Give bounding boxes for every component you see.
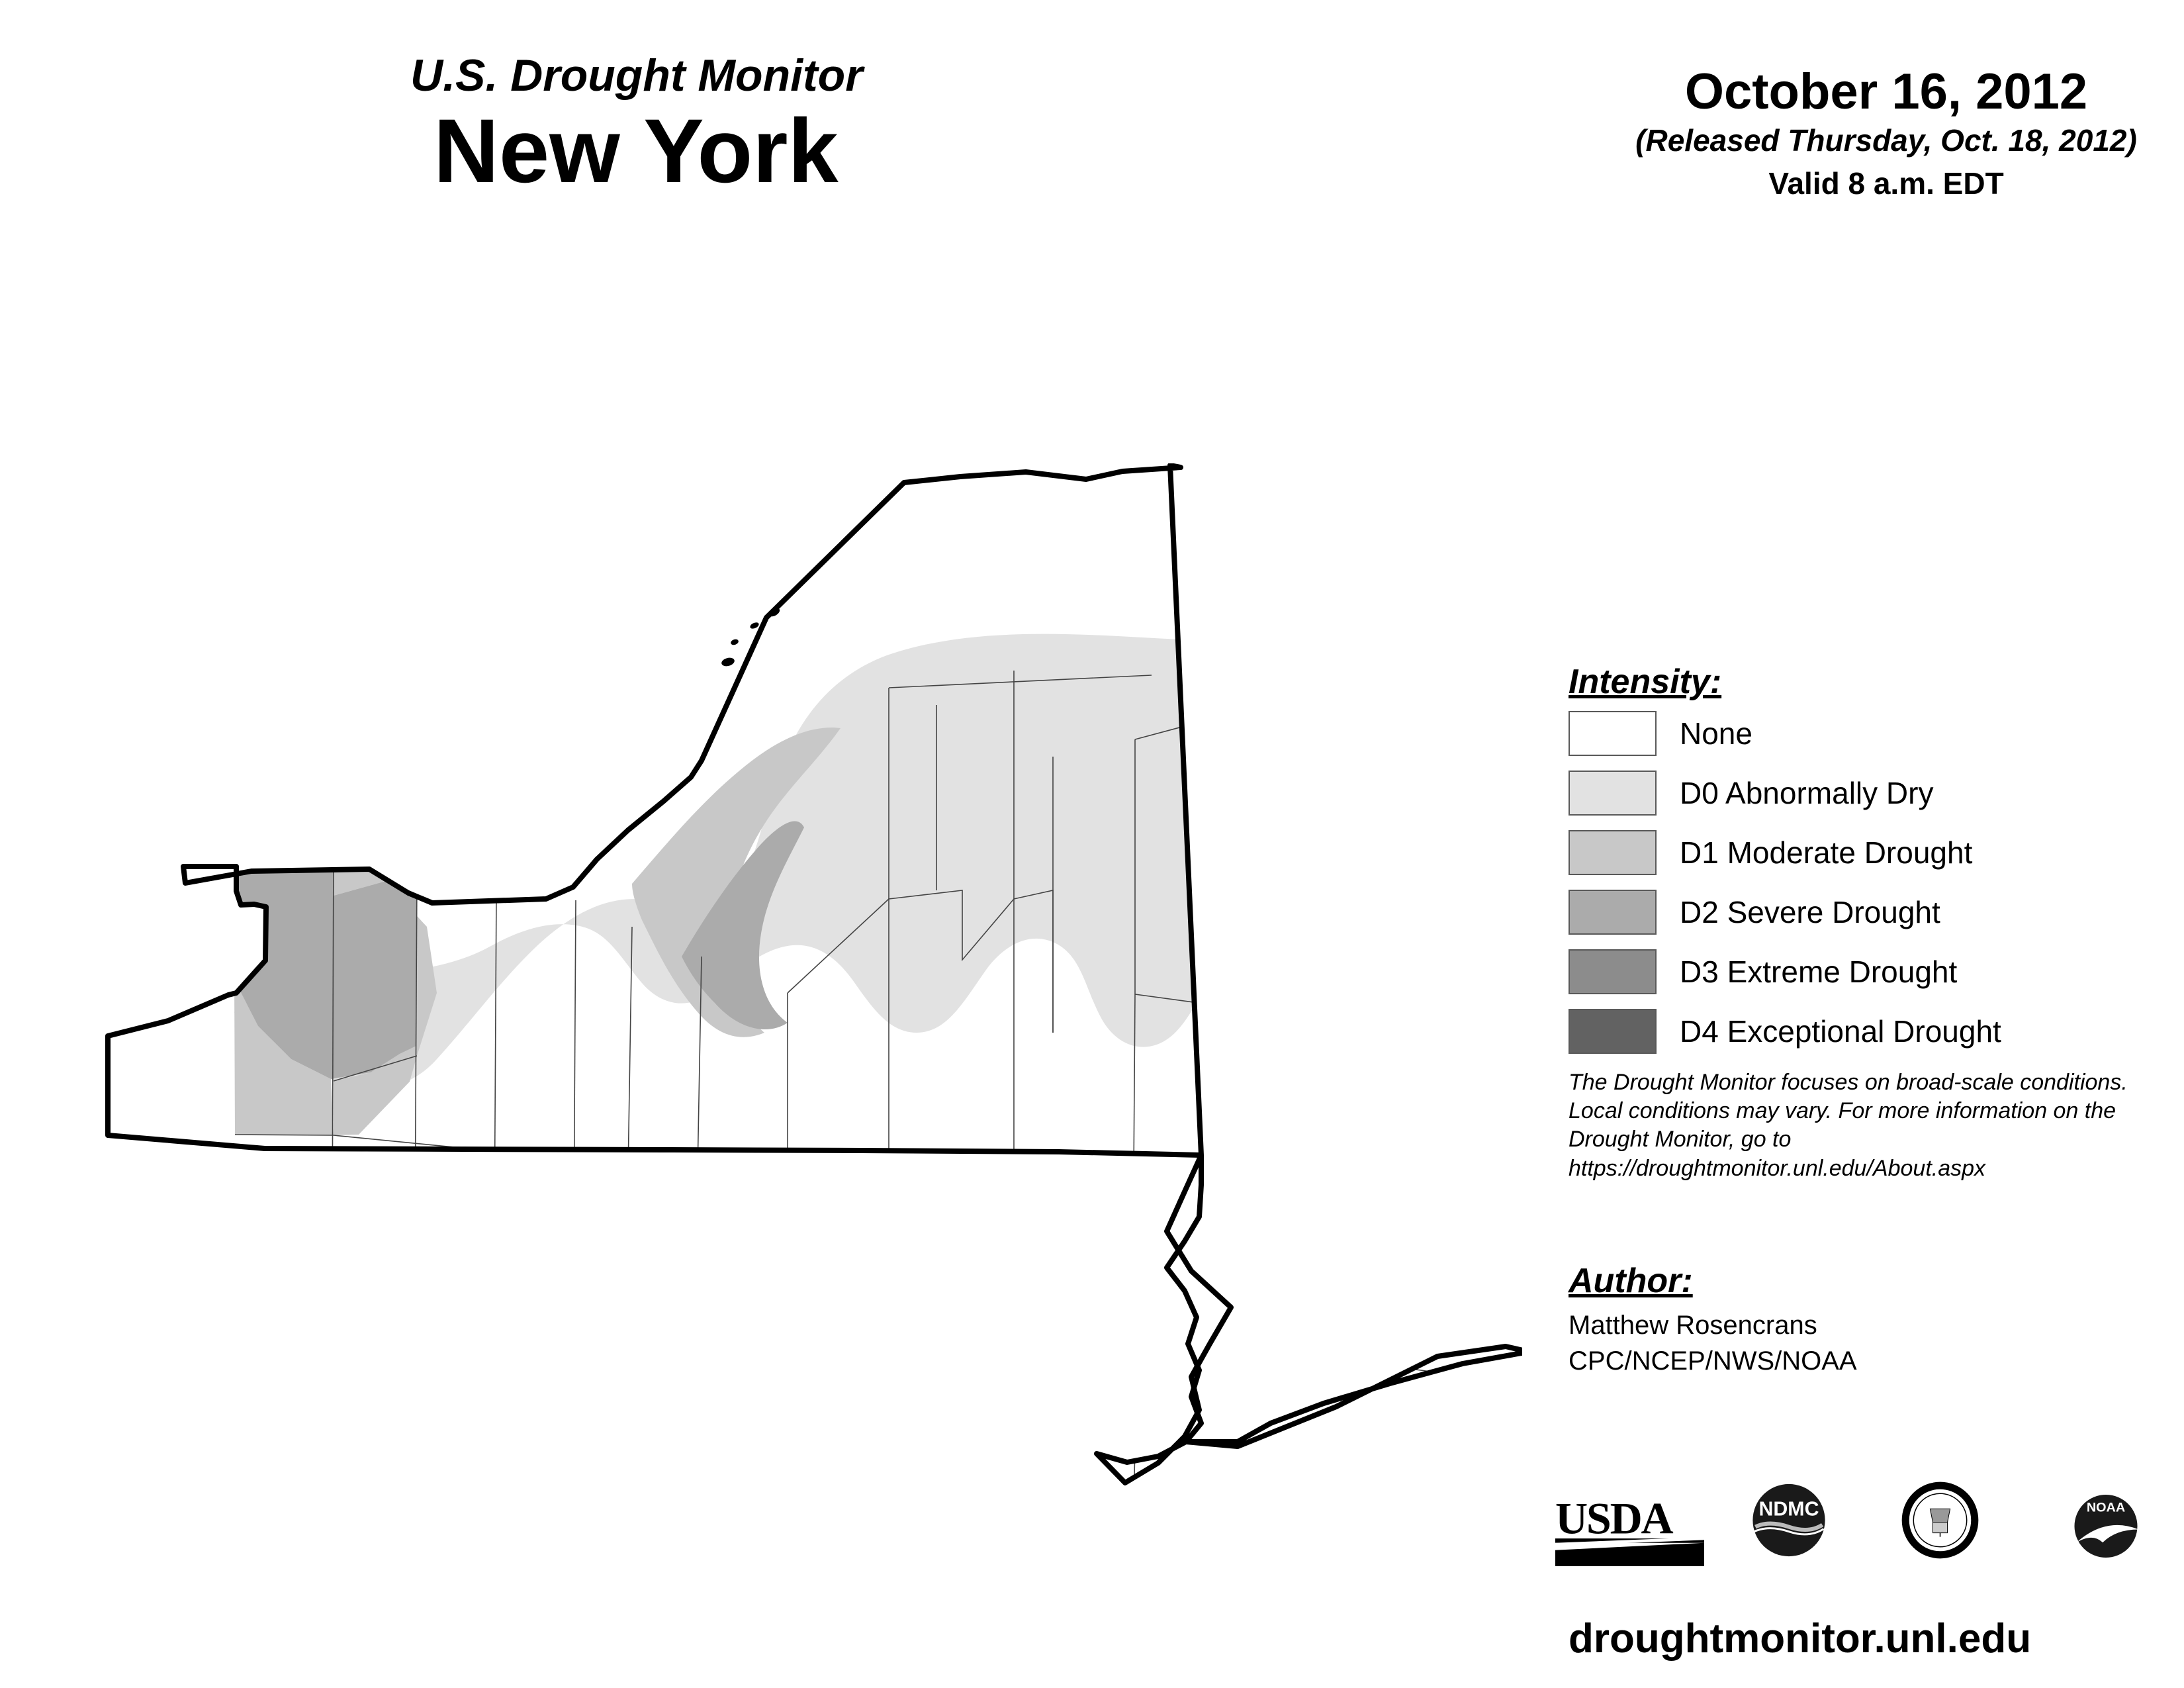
- svg-text:NDMC: NDMC: [1759, 1498, 1819, 1520]
- svg-text:NOAA: NOAA: [2087, 1501, 2125, 1515]
- svg-text:USDA: USDA: [1555, 1493, 1674, 1543]
